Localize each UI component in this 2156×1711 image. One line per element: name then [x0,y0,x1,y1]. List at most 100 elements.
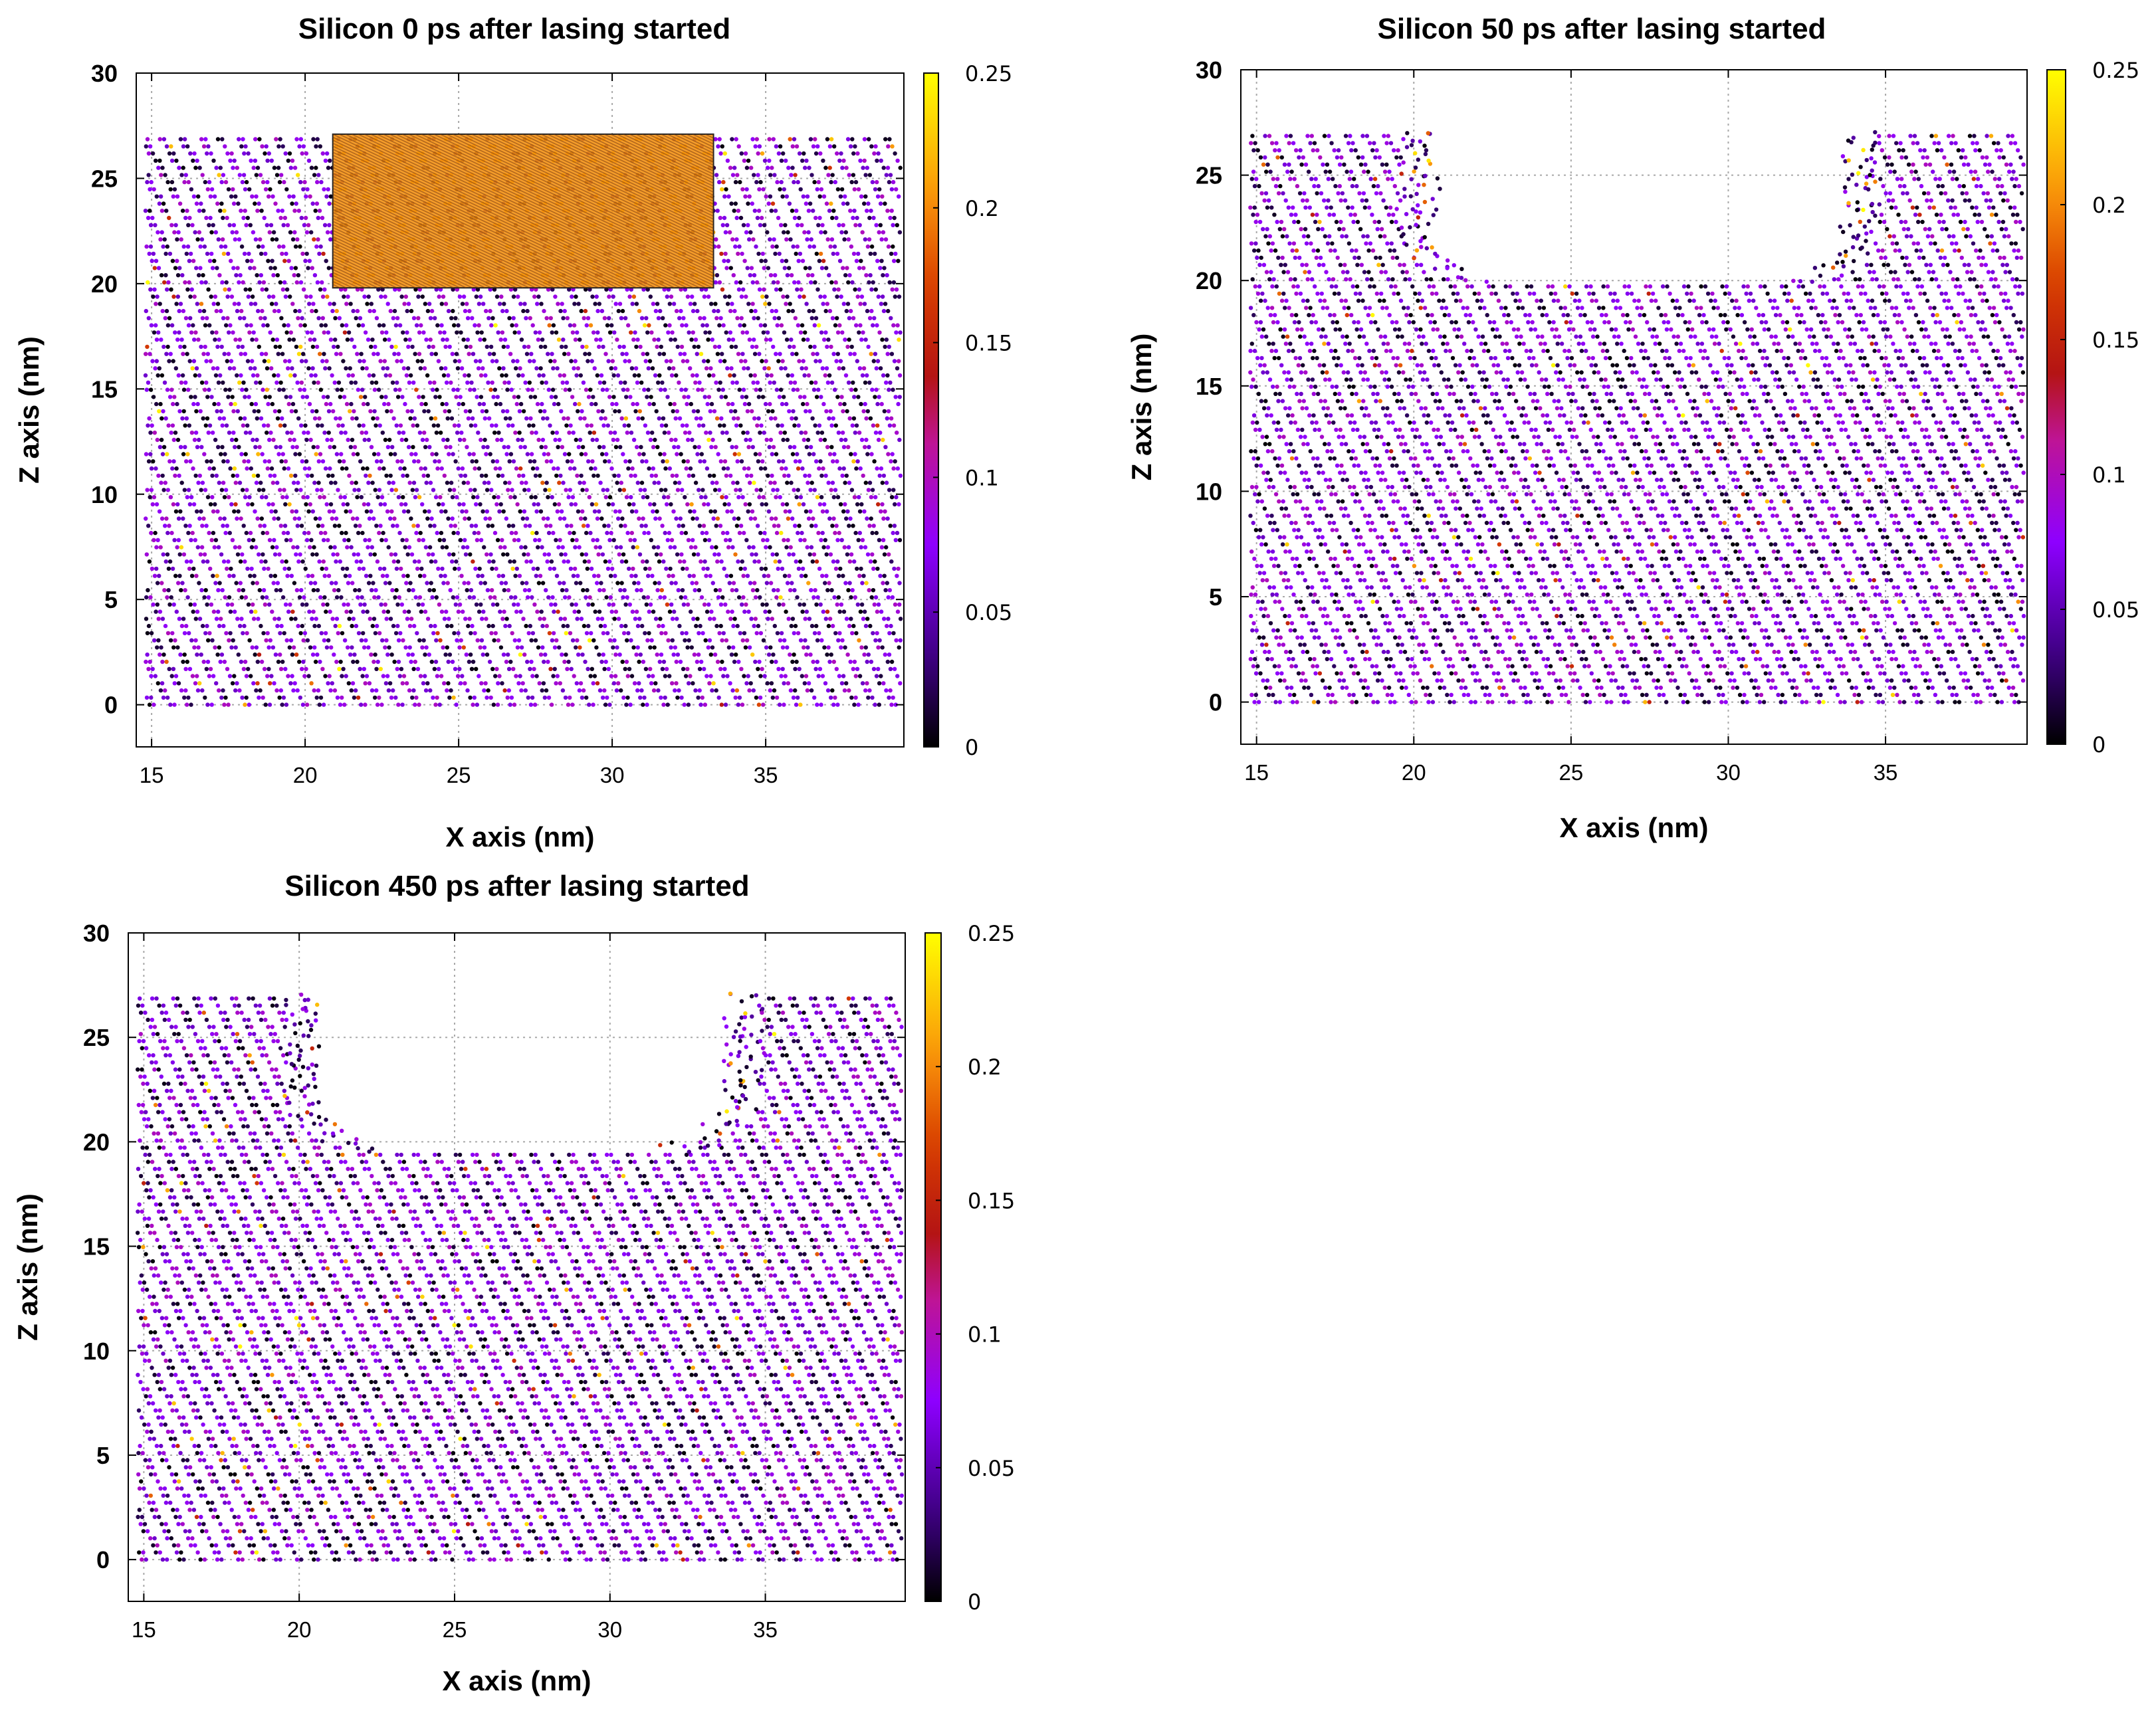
atom-point [246,294,251,299]
atom-point [413,595,418,600]
atom-point [227,387,232,392]
atom-point [356,323,361,328]
atom-point [412,559,417,564]
atom-point [888,380,893,385]
atom-point [773,559,778,564]
atom-point [637,373,641,378]
atom-point [302,530,307,536]
atom-point [186,488,191,492]
atom-point [681,359,686,363]
atom-point [582,416,587,421]
atom-point [564,344,568,350]
atom-point [716,308,720,314]
atom-point [262,359,267,363]
atom-point [223,244,228,249]
atom-point [536,294,541,299]
atom-point [573,338,578,342]
atom-point [257,445,262,449]
atom-point [766,573,771,578]
atom-point [851,459,856,464]
atom-point [473,359,479,363]
atom-point [502,688,507,693]
atom-point [173,674,179,678]
atom-point [605,695,609,700]
atom-point [863,645,869,650]
atom-point [317,251,322,256]
atom-point [393,595,397,600]
atom-point [483,681,488,686]
atom-point [831,459,835,464]
atom-point [881,516,886,521]
atom-point [590,602,595,607]
atom-point [619,559,625,564]
atom-point [665,294,669,299]
atom-point [574,581,579,585]
atom-point [373,488,377,492]
atom-point [290,653,295,657]
atom-point [651,302,656,306]
atom-point [439,573,443,578]
atom-point [415,524,420,528]
atom-point [323,674,328,678]
atom-point [298,631,303,636]
atom-point [873,352,878,356]
atom-point [486,524,490,528]
atom-point [222,516,227,521]
atom-point [168,638,173,643]
atom-point [559,409,564,414]
atom-point [490,380,494,385]
atom-point [627,359,631,363]
atom-point [595,681,600,686]
atom-point [838,502,843,507]
atom-point [423,302,427,306]
atom-point [715,516,720,521]
atom-point [379,294,383,299]
atom-point [348,302,353,306]
atom-point [226,395,231,399]
atom-point [603,559,608,564]
atom-point [814,251,819,256]
atom-point [314,617,318,621]
atom-point [883,588,888,593]
atom-point [807,473,811,478]
atom-point [163,688,167,693]
atom-point [540,581,546,585]
atom-point [388,308,393,314]
atom-point [757,287,762,292]
atom-point [388,617,393,621]
atom-point [647,359,653,363]
atom-point [784,545,789,550]
atom-point [147,251,152,256]
atom-point [302,431,306,435]
atom-point [179,623,185,629]
atom-point [742,609,747,614]
atom-point [555,674,560,678]
atom-point [225,294,230,299]
atom-point [766,509,772,514]
atom-point [584,387,589,392]
atom-point [442,617,447,621]
atom-point [535,401,540,407]
atom-point [280,495,285,500]
atom-point [258,237,263,242]
atom-point [182,653,187,657]
atom-point [189,538,193,542]
atom-point [560,653,564,657]
atom-point [352,653,357,657]
atom-point [488,552,493,557]
atom-point [693,480,699,485]
atom-point [160,617,165,621]
atom-point [756,666,760,671]
atom-point [699,595,704,600]
atom-point [588,387,593,392]
atom-point [238,623,243,629]
atom-point [504,373,508,378]
atom-point [641,352,645,356]
atom-point [737,244,742,249]
atom-point [575,617,580,621]
atom-point [385,653,390,657]
atom-point [283,666,288,671]
atom-point [222,352,227,356]
atom-point [671,366,676,371]
atom-point [500,538,504,542]
